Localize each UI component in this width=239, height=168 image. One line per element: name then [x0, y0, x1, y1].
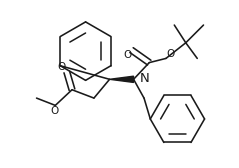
Text: O: O: [166, 49, 174, 59]
Polygon shape: [110, 76, 134, 82]
Text: N: N: [140, 72, 150, 85]
Text: O: O: [50, 106, 58, 116]
Text: O: O: [57, 62, 66, 72]
Text: O: O: [123, 50, 131, 60]
